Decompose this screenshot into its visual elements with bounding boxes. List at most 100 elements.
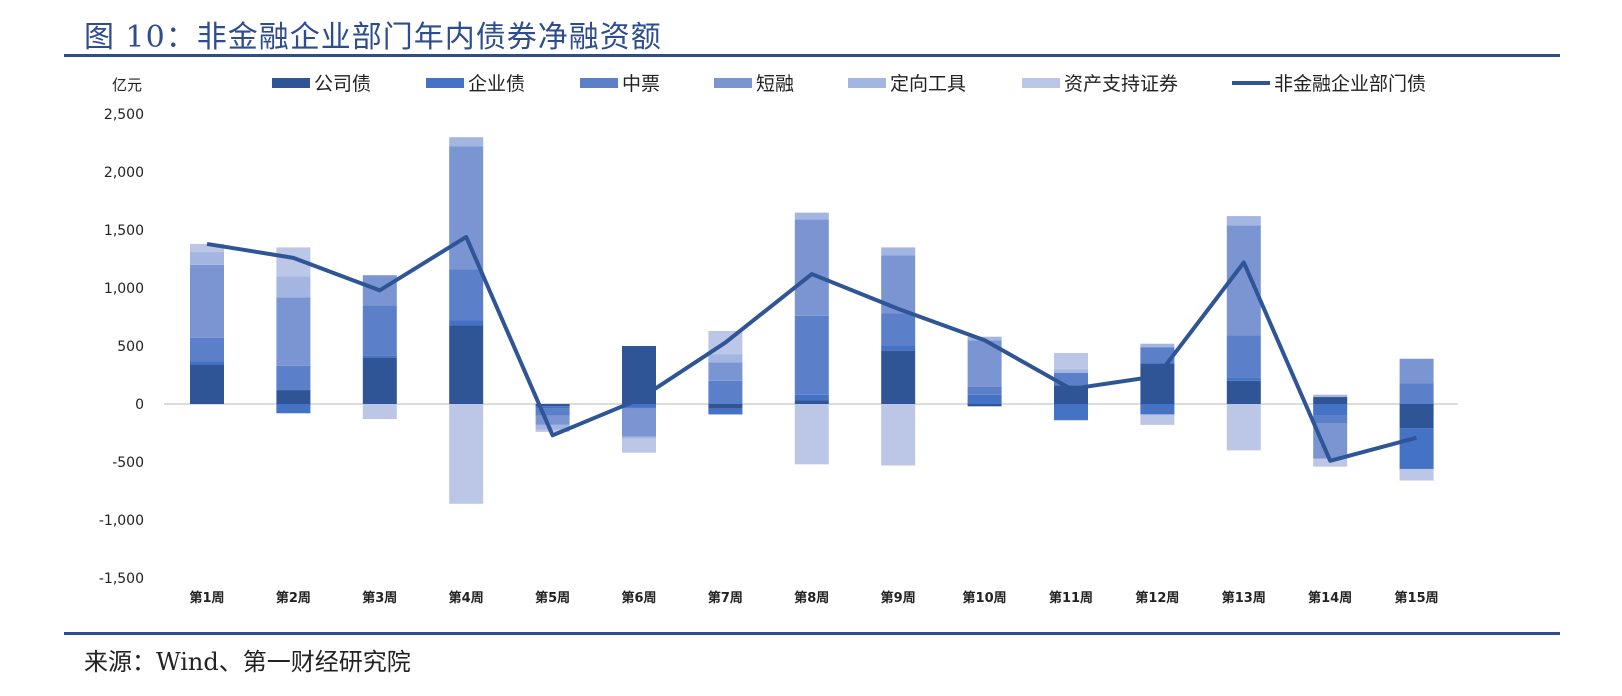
bar-segment bbox=[276, 390, 311, 404]
bar-segment bbox=[1226, 216, 1261, 226]
x-tick-label: 第9周 bbox=[881, 590, 916, 606]
bar-segment bbox=[1140, 347, 1175, 364]
bar-segment bbox=[535, 408, 570, 416]
bar-segment bbox=[190, 337, 224, 362]
bar-segment bbox=[1313, 415, 1348, 424]
bar-segment bbox=[1226, 404, 1261, 451]
bar-segment bbox=[1313, 397, 1348, 404]
bar-segment bbox=[535, 415, 570, 425]
bar-segment bbox=[1140, 343, 1175, 348]
bar-segment bbox=[1399, 358, 1434, 384]
bar-segment bbox=[794, 219, 829, 316]
bar-segment bbox=[967, 404, 1002, 407]
y-tick-label: -1,000 bbox=[99, 513, 144, 529]
x-tick-label: 第12周 bbox=[1135, 590, 1179, 606]
bar-segment bbox=[1399, 468, 1434, 481]
bar-segment bbox=[1399, 428, 1434, 469]
legend-swatch bbox=[426, 78, 464, 88]
bar-segment bbox=[967, 394, 1002, 404]
bar-segment bbox=[1140, 404, 1175, 415]
x-tick-label: 第4周 bbox=[449, 590, 484, 606]
bar-segment bbox=[1399, 383, 1434, 404]
y-tick-label: -1,500 bbox=[99, 571, 144, 587]
line-series bbox=[206, 234, 1418, 463]
bar-segment bbox=[881, 247, 916, 256]
source-note: 来源：Wind、第一财经研究院 bbox=[84, 648, 411, 676]
bar-series bbox=[190, 137, 1434, 504]
y-tick-label: 2,500 bbox=[104, 107, 144, 123]
chart: 亿元 公司债 企业债 中票 短融 定向工具 资产支持证券 非金融企业部门债 -1,500-1… bbox=[99, 73, 1458, 606]
legend-label: 企业债 bbox=[468, 73, 525, 95]
legend: 公司债 企业债 中票 短融 定向工具 资产支持证券 非金融企业部门债 bbox=[272, 73, 1426, 95]
bar-segment bbox=[276, 365, 311, 391]
bar-segment bbox=[794, 400, 829, 404]
bar-segment bbox=[794, 404, 829, 465]
bar-segment bbox=[535, 406, 570, 409]
bar-segment bbox=[708, 380, 743, 404]
bar-segment bbox=[276, 297, 311, 366]
bar-segment bbox=[1054, 404, 1088, 421]
legend-label: 定向工具 bbox=[890, 73, 966, 95]
bar-segment bbox=[1226, 377, 1261, 381]
bar-segment bbox=[881, 346, 916, 351]
bar-segment bbox=[967, 386, 1002, 395]
bar-segment bbox=[1054, 385, 1088, 404]
bar-segment bbox=[622, 407, 656, 409]
bar-segment bbox=[276, 404, 311, 414]
bar-segment bbox=[362, 305, 397, 356]
bar-segment bbox=[362, 404, 397, 420]
bar-segment bbox=[881, 350, 916, 404]
x-tick-label: 第11周 bbox=[1049, 590, 1093, 606]
x-tick-label: 第3周 bbox=[362, 590, 397, 606]
bar-segment bbox=[1313, 423, 1348, 459]
bar-segment bbox=[622, 436, 656, 439]
legend-swatch bbox=[1022, 78, 1060, 88]
x-tick-label: 第2周 bbox=[276, 590, 311, 606]
y-tick-label: 2,000 bbox=[104, 165, 144, 181]
bar-segment bbox=[881, 404, 916, 466]
x-tick-label: 第7周 bbox=[708, 590, 743, 606]
bar-segment bbox=[276, 276, 311, 298]
bar-segment bbox=[449, 404, 484, 504]
figure-title: 图 10：非金融企业部门年内债券净融资额 bbox=[84, 20, 662, 55]
bar-segment bbox=[449, 146, 484, 270]
x-tick-label: 第10周 bbox=[963, 590, 1007, 606]
bar-segment bbox=[622, 346, 656, 404]
bar-segment bbox=[1054, 369, 1088, 373]
bar-segment bbox=[708, 354, 743, 363]
x-tick-label: 第6周 bbox=[621, 590, 656, 606]
bar-segment bbox=[794, 212, 829, 220]
bar-segment bbox=[622, 404, 656, 408]
bar-segment bbox=[794, 394, 829, 401]
y-axis: -1,500 -1,000 -500 0 500 1,000 1,500 2,000 2,500 bbox=[99, 107, 144, 587]
bar-segment bbox=[362, 357, 397, 404]
bar-segment bbox=[190, 252, 224, 265]
legend-label: 中票 bbox=[622, 73, 660, 95]
legend-swatch bbox=[580, 78, 618, 88]
bar-segment bbox=[1054, 352, 1088, 370]
y-tick-label: -500 bbox=[112, 455, 144, 471]
y-tick-label: 1,000 bbox=[104, 281, 144, 297]
bar-segment bbox=[622, 438, 656, 453]
legend-swatch bbox=[714, 78, 752, 88]
bar-segment bbox=[535, 424, 570, 430]
y-tick-label: 0 bbox=[135, 397, 144, 413]
x-axis: 第1周 第2周 第3周 第4周 第5周 第6周 第7周 第8周 第9周 第10周 第11周 第12周 第… bbox=[189, 590, 1438, 606]
bar-segment bbox=[190, 243, 224, 253]
bar-segment bbox=[1226, 380, 1261, 404]
top-rule bbox=[64, 54, 1560, 57]
bar-segment bbox=[622, 408, 656, 437]
legend-swatch bbox=[272, 78, 310, 88]
x-tick-label: 第13周 bbox=[1222, 590, 1266, 606]
bar-segment bbox=[190, 364, 224, 404]
x-tick-label: 第14周 bbox=[1308, 590, 1352, 606]
y-tick-label: 500 bbox=[117, 339, 144, 355]
x-tick-label: 第15周 bbox=[1395, 590, 1439, 606]
bottom-rule bbox=[64, 632, 1560, 635]
bar-segment bbox=[1140, 414, 1175, 425]
y-axis-unit-label: 亿元 bbox=[112, 76, 142, 94]
bar-segment bbox=[449, 325, 484, 404]
bar-segment bbox=[535, 404, 570, 407]
bar-segment bbox=[1226, 335, 1261, 378]
bar-segment bbox=[449, 320, 484, 326]
